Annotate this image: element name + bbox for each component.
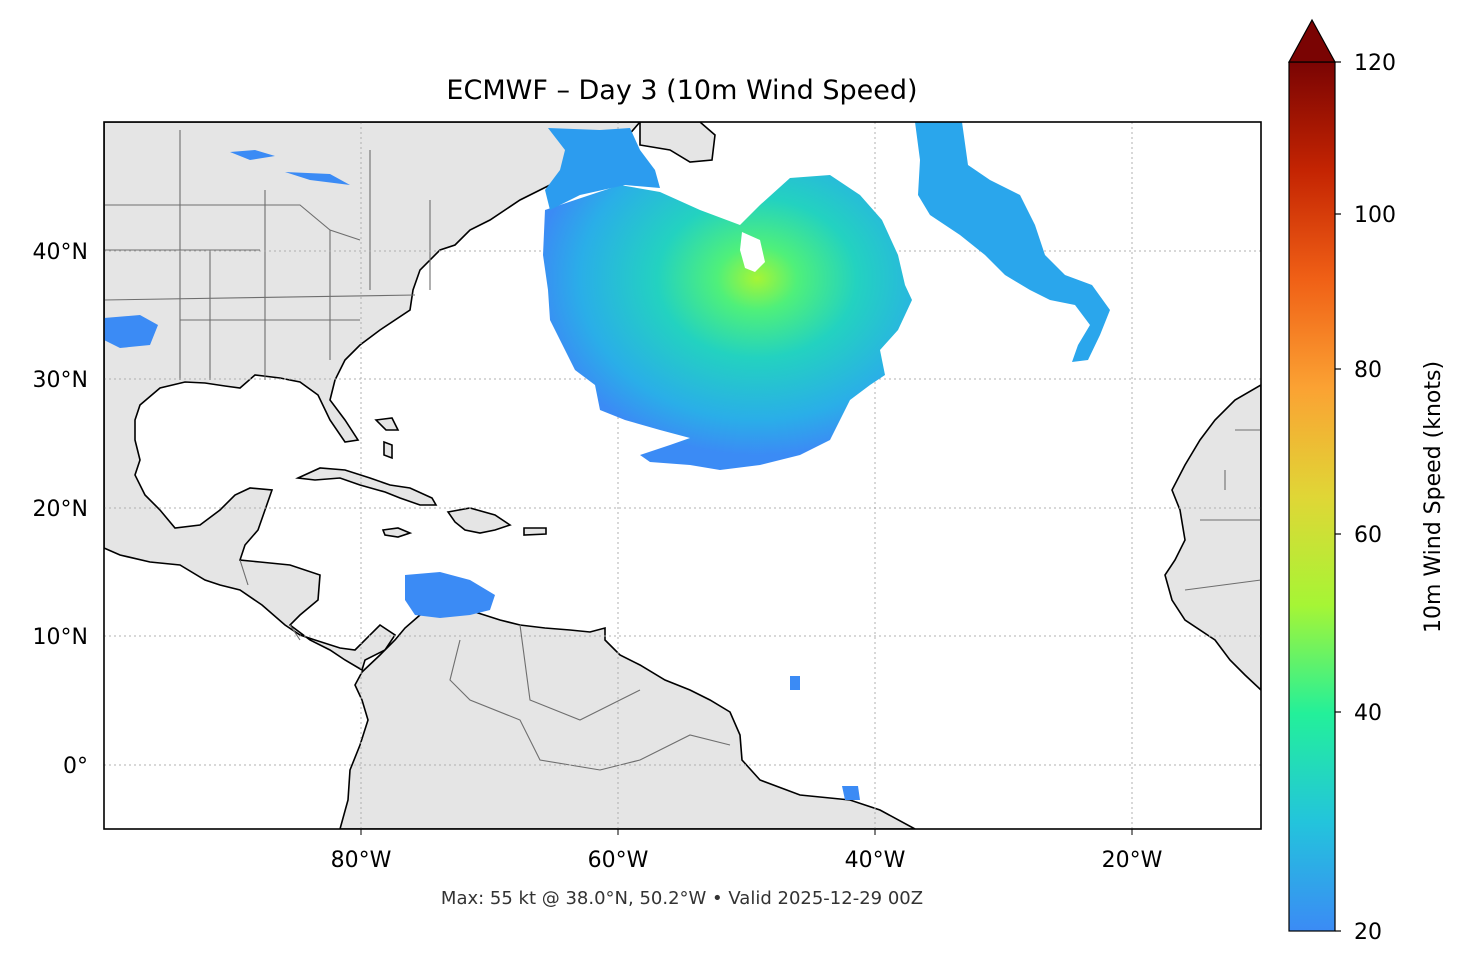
colorbar-tick-120: 120 (1354, 51, 1396, 76)
colorbar: 20 40 60 80 100 120 10m Wind Speed (knot… (1287, 18, 1446, 945)
caribbean-wind-swath (405, 572, 495, 618)
lat-tick-0: 0° (63, 754, 88, 779)
lon-tick-80w: 80°W (331, 848, 392, 873)
colorbar-extend-arrow (1287, 18, 1337, 63)
cuba-island (295, 467, 438, 506)
gulf-stlawrence-wind-swath (545, 128, 660, 210)
lat-tick-30n: 30°N (33, 368, 88, 393)
bahamas-island-2 (383, 440, 393, 460)
lat-tick-10n: 10°N (33, 625, 88, 650)
puerto-rico-island (523, 527, 547, 536)
lon-tick-20w: 20°W (1102, 848, 1163, 873)
colorbar-gradient (1288, 61, 1336, 932)
lon-tick-60w: 60°W (588, 848, 649, 873)
max-wind-footer: Max: 55 kt @ 38.0°N, 50.2°W • Valid 2025… (441, 888, 923, 909)
wind-field-layer (104, 122, 1110, 800)
map-frame (103, 121, 1262, 830)
lat-tick-20n: 20°N (33, 497, 88, 522)
storm-wind-swath (543, 175, 912, 470)
jamaica-island (381, 527, 413, 538)
storm-eye (740, 232, 765, 272)
colorbar-tick-100: 100 (1354, 203, 1396, 228)
colorbar-label: 10m Wind Speed (knots) (1421, 361, 1446, 633)
map-panel (104, 122, 1261, 829)
north-america-landmass (104, 122, 642, 672)
lon-tick-40w: 40°W (845, 848, 906, 873)
north-scattered-wind-patch (230, 150, 275, 160)
northeast-wind-swath (915, 122, 1110, 362)
newfoundland-landmass (639, 122, 716, 163)
great-lakes-wind-patch (104, 315, 158, 348)
map-title: ECMWF – Day 3 (10m Wind Speed) (446, 75, 917, 106)
colorbar-tick-40: 40 (1354, 701, 1382, 726)
hispaniola-island (446, 507, 512, 534)
lat-tick-labels: 40°N 30°N 20°N 10°N 0° (33, 240, 88, 779)
hudson-scattered-wind-patch (285, 172, 350, 185)
tropical-wind-speck (790, 676, 800, 690)
brazil-wind-speck (842, 786, 860, 800)
africa-landmass (1164, 384, 1261, 692)
lon-tick-labels: 80°W 60°W 40°W 20°W (331, 829, 1163, 873)
colorbar-tick-80: 80 (1354, 358, 1382, 383)
bahamas-island (374, 417, 400, 431)
colorbar-tick-60: 60 (1354, 523, 1382, 548)
lat-tick-40n: 40°N (33, 240, 88, 265)
state-borders (104, 130, 1261, 771)
colorbar-tick-20: 20 (1354, 920, 1382, 945)
